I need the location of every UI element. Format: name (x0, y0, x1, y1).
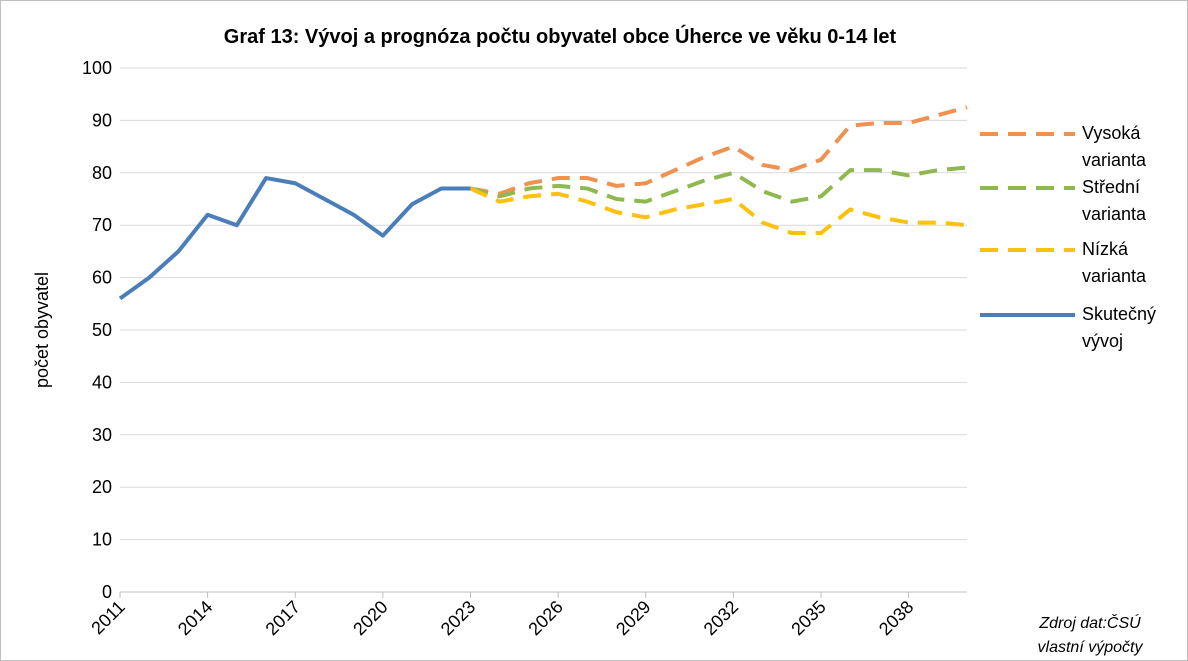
y-tick-label: 70 (92, 215, 112, 235)
x-tick-label: 2011 (87, 597, 129, 639)
y-tick-label: 30 (92, 425, 112, 445)
x-tick-label: 2035 (787, 597, 829, 639)
legend-label: Nízká varianta (1082, 239, 1147, 286)
source-note: vlastní výpočty (1037, 639, 1143, 656)
y-tick-label: 20 (92, 477, 112, 497)
x-tick-label: 2038 (875, 597, 917, 639)
y-tick-label: 50 (92, 320, 112, 340)
x-tick-label: 2023 (437, 597, 479, 639)
x-tick-label: 2026 (524, 597, 566, 639)
series-line (469, 186, 968, 236)
y-axis-label: počet obyvatel (32, 272, 52, 388)
y-tick-label: 40 (92, 372, 112, 392)
legend-label: Střední varianta (1082, 177, 1147, 224)
x-tick-label: 2029 (612, 597, 654, 639)
y-tick-label: 60 (92, 268, 112, 288)
x-tick-label: 2020 (349, 597, 391, 639)
y-tick-label: 10 (92, 530, 112, 550)
y-tick-label: 0 (102, 582, 112, 602)
y-tick-label: 80 (92, 163, 112, 183)
x-tick-label: 2014 (174, 597, 216, 639)
legend-label: Skutečný vývoj (1082, 304, 1157, 351)
source-note: Zdroj dat:ČSÚ (1039, 615, 1141, 632)
series-line (469, 165, 968, 204)
x-tick-label: 2017 (262, 597, 304, 639)
series-line (470, 105, 968, 196)
legend-label: Vysoká varianta (1082, 123, 1147, 170)
y-tick-label: 90 (92, 110, 112, 130)
series-line (118, 176, 471, 301)
y-tick-label: 100 (82, 58, 112, 78)
chart-title: Graf 13: Vývoj a prognóza počtu obyvatel… (224, 24, 897, 48)
x-tick-label: 2032 (700, 597, 742, 639)
